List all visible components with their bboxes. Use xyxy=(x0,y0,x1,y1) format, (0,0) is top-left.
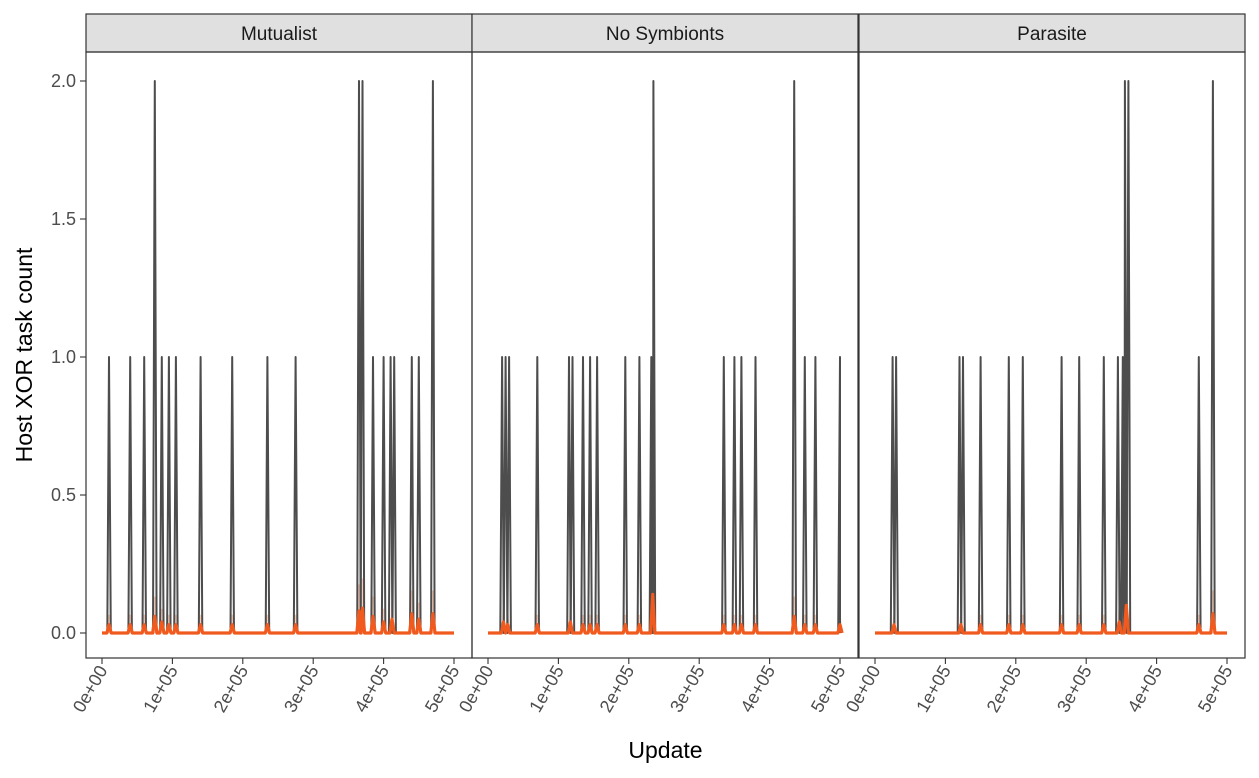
y-tick-label: 1.5 xyxy=(51,209,76,229)
mean-series-line xyxy=(488,592,844,635)
facet-strip-label: Parasite xyxy=(1017,24,1087,45)
x-tick-label: 2e+05 xyxy=(983,662,1026,716)
x-tick-label: 3e+05 xyxy=(1053,662,1096,716)
x-tick-label: 5e+05 xyxy=(1194,662,1237,716)
panel-border xyxy=(858,51,1246,659)
x-tick-label: 4e+05 xyxy=(736,662,779,716)
raw-series-line xyxy=(102,80,454,634)
x-tick-label: 4e+05 xyxy=(1123,662,1166,716)
raw-series-line xyxy=(875,80,1227,634)
x-axis-title: Update xyxy=(628,737,702,763)
x-tick-label: 0e+00 xyxy=(69,662,112,716)
x-tick-label: 0e+00 xyxy=(842,662,885,716)
facet-strip-label: Mutualist xyxy=(241,24,318,45)
mean-series-line xyxy=(102,606,454,635)
x-tick-label: 1e+05 xyxy=(139,662,182,716)
x-tick-label: 5e+05 xyxy=(807,662,850,716)
y-tick-label: 0.0 xyxy=(51,623,76,643)
facet-panel-no-symbionts: No Symbionts 0e+00 1e+05 2e+05 3e+05 4e+05 5e+… xyxy=(455,13,859,716)
facet-strip xyxy=(858,13,1246,53)
raw-series-line xyxy=(488,80,841,634)
y-tick-label: 1.0 xyxy=(51,347,76,367)
y-axis-title: Host XOR task count xyxy=(11,247,37,462)
x-tick-label: 3e+05 xyxy=(666,662,709,716)
x-tick-label: 2e+05 xyxy=(596,662,639,716)
x-tick-label: 4e+05 xyxy=(350,662,393,716)
x-tick-label: 3e+05 xyxy=(280,662,323,716)
x-tick-label: 0e+00 xyxy=(455,662,498,716)
facet-panel-parasite: Parasite 0e+00 1e+05 2e+05 3e+05 4e+05 5e+05 xyxy=(842,13,1246,716)
y-tick-label: 2.0 xyxy=(51,71,76,91)
x-tick-label: 1e+05 xyxy=(912,662,955,716)
x-tick-label: 1e+05 xyxy=(525,662,568,716)
facet-strip xyxy=(85,13,473,53)
facet-strip xyxy=(471,13,859,53)
panel-border xyxy=(471,51,859,659)
mean-series-line xyxy=(875,603,1227,635)
y-tick-label: 0.5 xyxy=(51,485,76,505)
facet-strip-label: No Symbionts xyxy=(606,24,724,45)
x-tick-label: 2e+05 xyxy=(210,662,253,716)
